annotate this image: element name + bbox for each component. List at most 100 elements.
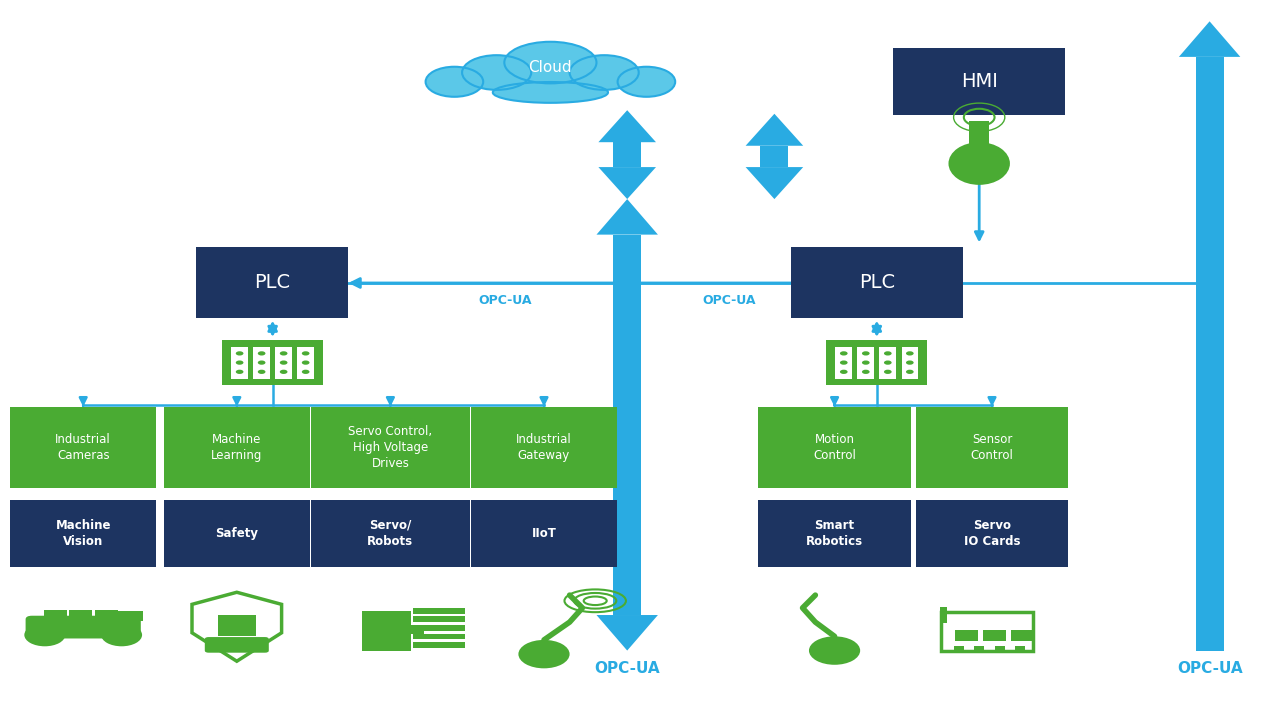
FancyBboxPatch shape [827, 340, 927, 385]
Circle shape [257, 351, 265, 356]
Polygon shape [613, 235, 641, 615]
Ellipse shape [618, 67, 676, 97]
FancyBboxPatch shape [983, 630, 1006, 641]
Circle shape [861, 360, 869, 365]
Circle shape [884, 370, 892, 374]
Text: OPC-UA: OPC-UA [703, 294, 756, 306]
Polygon shape [1179, 21, 1240, 57]
Polygon shape [613, 142, 641, 167]
FancyBboxPatch shape [297, 346, 314, 379]
FancyBboxPatch shape [164, 500, 310, 567]
Ellipse shape [462, 55, 531, 90]
Polygon shape [760, 146, 788, 167]
FancyBboxPatch shape [471, 407, 617, 488]
FancyBboxPatch shape [275, 346, 292, 379]
Circle shape [906, 351, 914, 356]
Circle shape [24, 624, 65, 646]
Text: HMI: HMI [961, 73, 997, 91]
Circle shape [518, 640, 570, 668]
FancyBboxPatch shape [836, 346, 852, 379]
Bar [413, 642, 465, 648]
Circle shape [280, 360, 288, 365]
FancyBboxPatch shape [858, 346, 874, 379]
Ellipse shape [948, 142, 1010, 185]
Circle shape [236, 351, 243, 356]
Circle shape [906, 360, 914, 365]
Circle shape [280, 370, 288, 374]
Bar [974, 646, 984, 651]
FancyBboxPatch shape [916, 407, 1069, 488]
Text: OPC-UA: OPC-UA [594, 661, 660, 676]
FancyBboxPatch shape [791, 247, 963, 318]
FancyBboxPatch shape [232, 346, 248, 379]
Polygon shape [599, 167, 657, 199]
Circle shape [302, 351, 310, 356]
FancyBboxPatch shape [893, 48, 1065, 115]
Text: Smart
Robotics: Smart Robotics [806, 519, 863, 547]
Polygon shape [599, 110, 657, 142]
Text: OPC-UA: OPC-UA [1176, 661, 1243, 676]
Text: Industrial
Gateway: Industrial Gateway [516, 434, 572, 462]
Circle shape [840, 360, 847, 365]
FancyBboxPatch shape [901, 346, 918, 379]
Text: Industrial
Cameras: Industrial Cameras [55, 434, 111, 462]
Circle shape [257, 360, 265, 365]
Text: OPC-UA: OPC-UA [479, 294, 532, 306]
FancyBboxPatch shape [311, 407, 470, 488]
Ellipse shape [493, 82, 608, 103]
Polygon shape [596, 615, 658, 651]
FancyBboxPatch shape [118, 611, 143, 621]
Text: PLC: PLC [859, 273, 895, 292]
Text: PLC: PLC [253, 273, 291, 292]
FancyBboxPatch shape [253, 346, 270, 379]
Polygon shape [745, 167, 804, 199]
FancyBboxPatch shape [10, 500, 156, 567]
Bar [413, 608, 465, 614]
Polygon shape [745, 114, 804, 146]
Bar [408, 625, 424, 634]
Circle shape [257, 370, 265, 374]
Text: Servo
IO Cards: Servo IO Cards [964, 519, 1020, 547]
FancyBboxPatch shape [26, 616, 141, 638]
Polygon shape [218, 615, 256, 636]
Bar [413, 634, 465, 639]
FancyBboxPatch shape [916, 500, 1069, 567]
Bar [954, 646, 964, 651]
FancyBboxPatch shape [10, 407, 156, 488]
Circle shape [302, 360, 310, 365]
Ellipse shape [425, 67, 484, 97]
Circle shape [840, 370, 847, 374]
Polygon shape [1196, 57, 1224, 651]
Bar [413, 616, 465, 622]
Ellipse shape [504, 42, 596, 83]
Bar [1015, 646, 1025, 651]
Circle shape [861, 351, 869, 356]
FancyBboxPatch shape [164, 407, 310, 488]
FancyBboxPatch shape [44, 610, 67, 623]
Circle shape [101, 624, 142, 646]
Circle shape [861, 370, 869, 374]
FancyBboxPatch shape [471, 500, 617, 567]
FancyBboxPatch shape [759, 407, 911, 488]
FancyBboxPatch shape [759, 500, 911, 567]
Bar [995, 646, 1005, 651]
FancyBboxPatch shape [362, 611, 411, 651]
FancyBboxPatch shape [69, 610, 92, 623]
Text: Servo Control,
High Voltage
Drives: Servo Control, High Voltage Drives [348, 425, 433, 471]
Text: Machine
Learning: Machine Learning [211, 434, 262, 462]
Ellipse shape [570, 55, 639, 90]
FancyBboxPatch shape [311, 500, 470, 567]
Circle shape [236, 370, 243, 374]
FancyBboxPatch shape [955, 630, 978, 641]
Polygon shape [969, 121, 989, 146]
FancyBboxPatch shape [1011, 630, 1034, 641]
Circle shape [302, 370, 310, 374]
Text: Sensor
Control: Sensor Control [970, 434, 1014, 462]
Circle shape [280, 351, 288, 356]
Text: Machine
Vision: Machine Vision [55, 519, 111, 547]
Text: IIoT: IIoT [531, 527, 557, 540]
FancyBboxPatch shape [95, 610, 118, 623]
Circle shape [884, 351, 892, 356]
Polygon shape [596, 199, 658, 235]
Circle shape [884, 360, 892, 365]
